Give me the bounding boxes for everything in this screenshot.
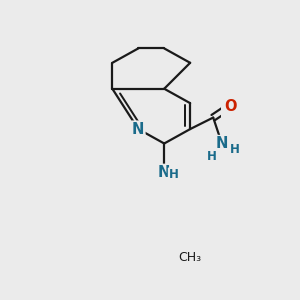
Text: CH₃: CH₃ [178, 251, 202, 264]
Text: H: H [207, 150, 217, 163]
Text: O: O [224, 98, 237, 113]
Text: N: N [216, 136, 228, 151]
Text: H: H [230, 143, 240, 156]
Text: N: N [158, 165, 170, 180]
Text: N: N [132, 122, 145, 136]
Text: H: H [169, 168, 179, 182]
